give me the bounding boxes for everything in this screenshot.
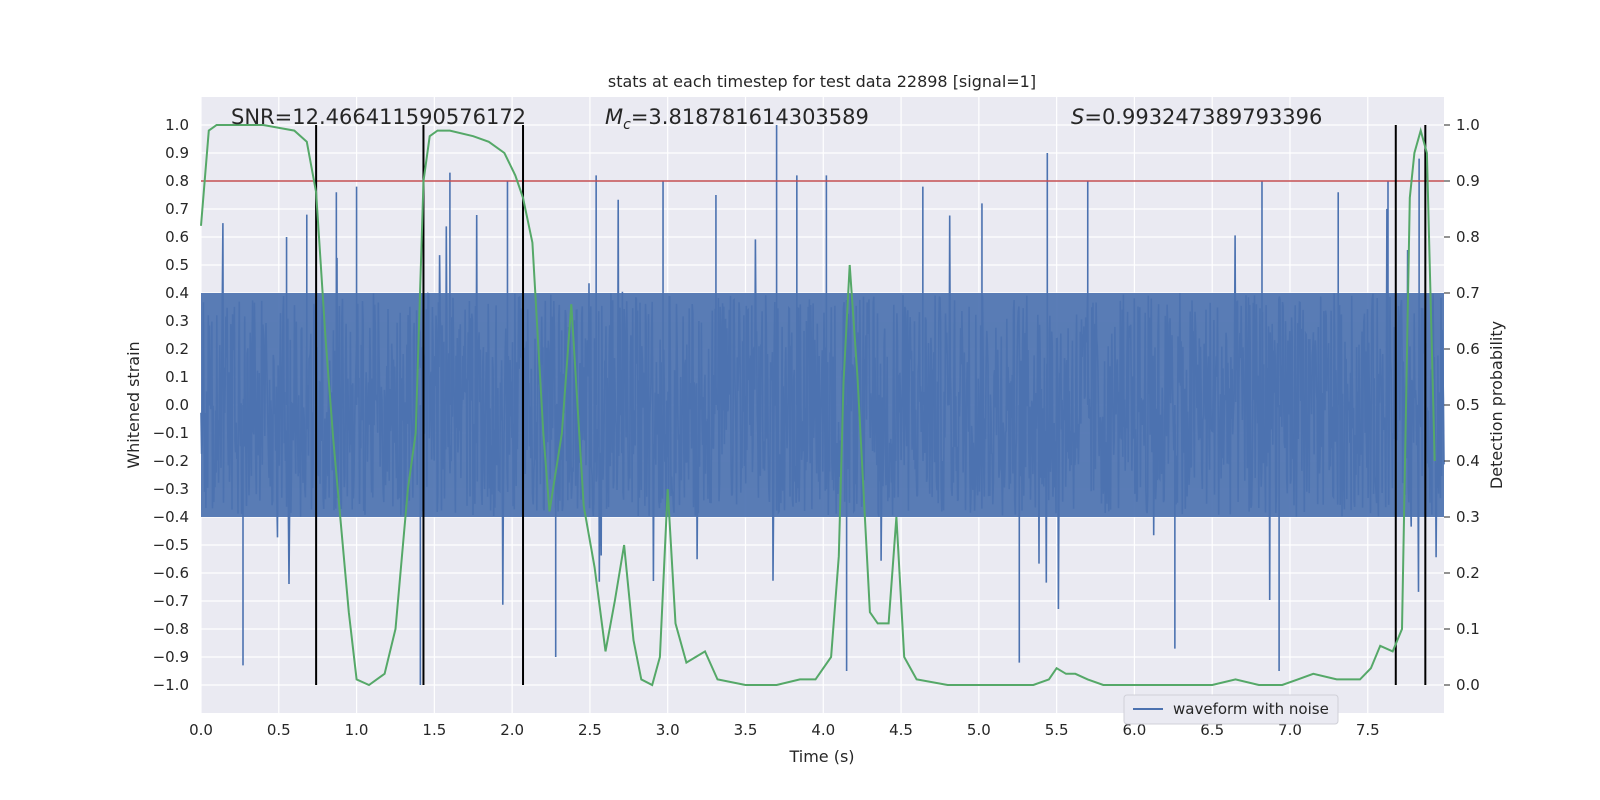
- legend: waveform with noise: [1123, 694, 1339, 725]
- y-tick-label: −0.9: [153, 648, 189, 666]
- y-tick-label: 0.0: [165, 396, 189, 414]
- legend-box: [1123, 694, 1339, 725]
- y-right-tick-label: 0.1: [1456, 620, 1480, 638]
- legend-label: waveform with noise: [1173, 700, 1329, 718]
- y-axis-label: Whitened strain: [124, 341, 143, 468]
- y-right-tick-label: 0.2: [1456, 564, 1480, 582]
- y-tick-label: 0.7: [165, 200, 189, 218]
- y-tick-label: −0.7: [153, 592, 189, 610]
- y-right-tick-label: 1.0: [1456, 116, 1480, 134]
- y-tick-label: −0.3: [153, 480, 189, 498]
- snr-annotation: SNR=12.466411590576172: [231, 105, 526, 129]
- chirp-mass-annotation: Mc=3.818781614303589: [605, 105, 869, 133]
- y-right-tick-label: 0.5: [1456, 396, 1480, 414]
- y-tick-label: 0.9: [165, 144, 189, 162]
- x-tick-label: 5.0: [967, 721, 991, 739]
- chirp-mass-value: =3.818781614303589: [631, 105, 869, 129]
- y-tick-label: 1.0: [165, 116, 189, 134]
- overlay: [200, 124, 1444, 687]
- y-tick-label: 0.6: [165, 228, 189, 246]
- x-tick-label: 5.5: [1045, 721, 1069, 739]
- chirp-mass-symbol: M: [605, 105, 623, 129]
- y-tick-label: −0.5: [153, 536, 189, 554]
- y-right-tick-label: 0.4: [1456, 452, 1480, 470]
- waveform-core-band: [201, 293, 1444, 517]
- x-tick-label: 0.5: [267, 721, 291, 739]
- y-tick-label: −0.6: [153, 564, 189, 582]
- y-tick-label: 0.8: [165, 172, 189, 190]
- y-tick-label: 0.4: [165, 284, 189, 302]
- x-tick-label: 6.5: [1200, 721, 1224, 739]
- waveform-series: [200, 125, 1445, 685]
- x-tick-label: 3.5: [734, 721, 758, 739]
- chirp-mass-subscript: c: [623, 117, 631, 133]
- y-tick-label: 0.2: [165, 340, 189, 358]
- score-symbol: S: [1071, 105, 1084, 129]
- y-right-tick-label: 0.3: [1456, 508, 1480, 526]
- y-right-tick-label: 0.7: [1456, 284, 1480, 302]
- detection-probability-line: [200, 124, 1436, 687]
- y-tick-label: 0.3: [165, 312, 189, 330]
- x-tick-label: 0.0: [189, 721, 213, 739]
- axis-ticks: 0.0 0.5 1.0 1.5 2.0 2.5 3.0 3.5 4.0 4.5 5.0 5.5 6.0 6…: [153, 116, 1480, 739]
- y-tick-label: −0.2: [153, 452, 189, 470]
- y-axis-right-label: Detection probability: [1487, 321, 1506, 489]
- y-right-tick-label: 0.0: [1456, 676, 1480, 694]
- y-tick-label: −0.8: [153, 620, 189, 638]
- y-right-tick-label: 0.8: [1456, 228, 1480, 246]
- x-tick-label: 1.5: [422, 721, 446, 739]
- y-tick-label: −1.0: [153, 676, 189, 694]
- y-tick-label: −0.4: [153, 508, 189, 526]
- x-tick-label: 6.0: [1122, 721, 1146, 739]
- score-annotation: S=0.993247389793396: [1071, 105, 1322, 129]
- y-tick-label: −0.1: [153, 424, 189, 442]
- x-axis-label: Time (s): [788, 747, 854, 766]
- x-tick-label: 7.0: [1278, 721, 1302, 739]
- y-right-tick-label: 0.9: [1456, 172, 1480, 190]
- x-tick-label: 7.5: [1356, 721, 1380, 739]
- x-tick-label: 2.5: [578, 721, 602, 739]
- y-right-tick-label: 0.6: [1456, 340, 1480, 358]
- x-tick-label: 4.0: [811, 721, 835, 739]
- y-tick-label: 0.5: [165, 256, 189, 274]
- x-tick-label: 4.5: [889, 721, 913, 739]
- y-tick-label: 0.1: [165, 368, 189, 386]
- x-tick-label: 3.0: [656, 721, 680, 739]
- x-tick-label: 2.0: [500, 721, 524, 739]
- x-tick-label: 1.0: [345, 721, 369, 739]
- chart-title: stats at each timestep for test data 228…: [608, 72, 1036, 91]
- score-value: =0.993247389793396: [1084, 105, 1322, 129]
